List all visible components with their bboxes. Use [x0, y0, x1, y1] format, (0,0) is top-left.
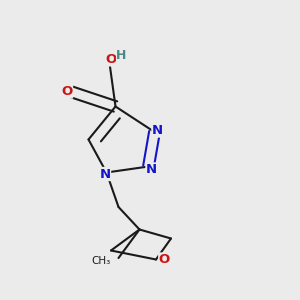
Text: H: H — [116, 49, 127, 62]
Text: O: O — [159, 253, 170, 266]
Text: CH₃: CH₃ — [92, 256, 111, 266]
Text: N: N — [152, 124, 163, 137]
Text: O: O — [61, 85, 73, 98]
Text: N: N — [99, 167, 111, 181]
Text: O: O — [105, 53, 117, 66]
Text: N: N — [146, 163, 157, 176]
